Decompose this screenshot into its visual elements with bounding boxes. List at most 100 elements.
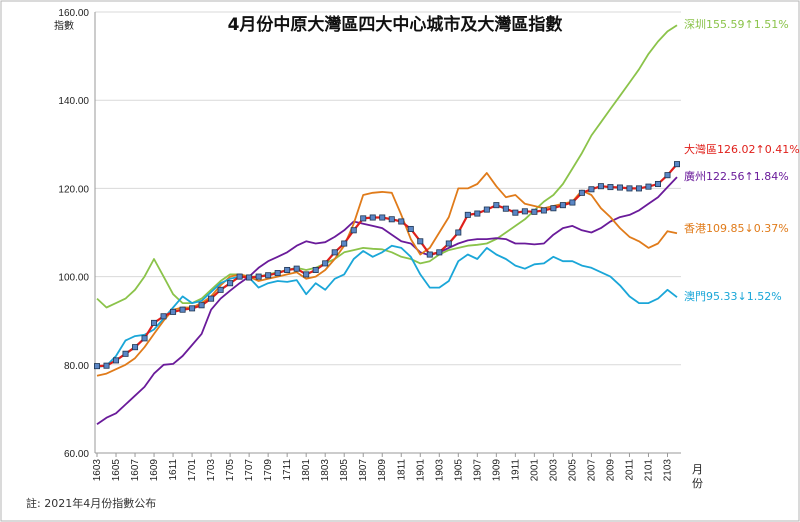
data-marker [417, 238, 424, 245]
y-tick-label: 100.00 [58, 273, 89, 284]
x-tick-label: 1905 [453, 459, 464, 482]
series-label-大灣區: 大灣區126.02↑0.41% [684, 142, 800, 156]
y-tick-label: 80.00 [64, 361, 89, 372]
data-marker [464, 211, 471, 218]
x-tick-label: 1707 [244, 459, 255, 482]
x-tick-label: 2003 [548, 459, 559, 482]
x-axis-label-char: 份 [692, 477, 703, 490]
x-tick-label: 1911 [510, 459, 521, 481]
data-marker [616, 184, 623, 191]
y-tick-label: 160.00 [58, 8, 89, 19]
x-tick-label: 1603 [92, 459, 103, 482]
x-tick-label: 1607 [130, 459, 141, 482]
data-marker [569, 199, 576, 206]
data-marker [626, 185, 633, 192]
data-marker [493, 202, 500, 209]
data-marker [113, 357, 120, 364]
series-label-廣州: 廣州122.56↑1.84% [684, 169, 789, 183]
x-tick-label: 1807 [358, 459, 369, 482]
x-tick-label: 1803 [320, 459, 331, 482]
data-marker [654, 180, 661, 187]
series-label-深圳: 深圳155.59↑1.51% [684, 18, 789, 31]
gridlines [94, 11, 681, 454]
series-label-澳門: 澳門95.33↓1.52% [684, 290, 782, 303]
y-axis-label: 指數 [54, 19, 74, 32]
data-marker [293, 265, 300, 272]
data-marker [151, 319, 158, 326]
y-tick-label: 60.00 [64, 449, 89, 460]
data-marker [645, 183, 652, 190]
data-marker [341, 240, 348, 247]
x-tick-label: 1801 [301, 459, 312, 482]
x-tick-label: 2009 [605, 459, 616, 482]
data-marker [674, 161, 681, 168]
x-tick-label: 2001 [529, 459, 540, 482]
x-tick-label: 2103 [662, 459, 673, 482]
data-marker [255, 273, 262, 280]
x-tick-label: 2005 [567, 459, 578, 482]
data-marker [455, 229, 462, 236]
data-marker [208, 295, 215, 302]
data-marker [398, 218, 405, 225]
data-marker [284, 266, 291, 273]
x-tick-label: 1809 [377, 459, 388, 482]
x-tick-label: 2101 [643, 459, 654, 482]
data-marker [559, 202, 566, 209]
data-marker [512, 209, 519, 216]
data-marker [312, 266, 319, 273]
y-tick-label: 120.00 [58, 184, 89, 195]
x-axis-ticks: 1603 1605 1607 1609 1611 1701 1703 1705 1707 1709… [92, 453, 673, 481]
data-marker [578, 189, 585, 196]
x-tick-label: 1703 [206, 459, 217, 482]
data-marker [502, 205, 509, 212]
data-marker [246, 274, 253, 281]
data-marker [407, 225, 414, 232]
footnote: 註: 2021年4月份指數公布 [26, 496, 156, 510]
y-tick-label: 140.00 [58, 96, 89, 107]
x-axis-label: 月份 [692, 463, 703, 490]
x-tick-label: 1805 [339, 459, 350, 482]
data-marker [236, 273, 243, 280]
data-marker [265, 272, 272, 279]
series-markers [94, 161, 681, 370]
data-marker [141, 335, 148, 342]
chart-title: 4月份中原大灣區四大中心城市及大灣區指數 [228, 14, 563, 35]
x-tick-label: 1909 [491, 459, 502, 482]
data-marker [550, 205, 557, 212]
data-marker [635, 185, 642, 192]
data-marker [227, 280, 234, 287]
data-marker [531, 208, 538, 215]
data-marker [445, 240, 452, 247]
data-marker [388, 216, 395, 223]
series-labels: 深圳155.59↑1.51% 廣州122.56↑1.84% 香港109.85↓0.3… [684, 18, 800, 303]
x-tick-label: 1605 [111, 459, 122, 482]
x-tick-label: 1711 [282, 459, 293, 481]
data-marker [122, 350, 129, 357]
x-tick-label: 1701 [187, 459, 198, 482]
x-axis-label-char: 月 [692, 463, 703, 476]
data-marker [274, 270, 281, 277]
x-tick-label: 1609 [149, 459, 160, 482]
data-marker [521, 208, 528, 215]
x-tick-label: 1705 [225, 459, 236, 482]
data-marker [132, 344, 139, 351]
x-tick-label: 1907 [472, 459, 483, 482]
data-marker [426, 251, 433, 258]
data-marker [331, 249, 338, 256]
data-marker [94, 363, 101, 370]
data-marker [436, 249, 443, 256]
x-tick-label: 1611 [168, 459, 179, 481]
series-line-澳門 [96, 244, 678, 368]
data-marker [369, 214, 376, 221]
y-axis-ticks: 60.00 80.00 100.00 120.00 140.00 160.00 [58, 8, 89, 460]
data-marker [607, 184, 614, 191]
series-label-香港: 香港109.85↓0.37% [684, 222, 789, 235]
data-marker [350, 227, 357, 234]
data-marker [160, 313, 167, 320]
x-tick-label: 1901 [415, 459, 426, 482]
data-marker [664, 172, 671, 179]
data-marker [322, 260, 329, 267]
